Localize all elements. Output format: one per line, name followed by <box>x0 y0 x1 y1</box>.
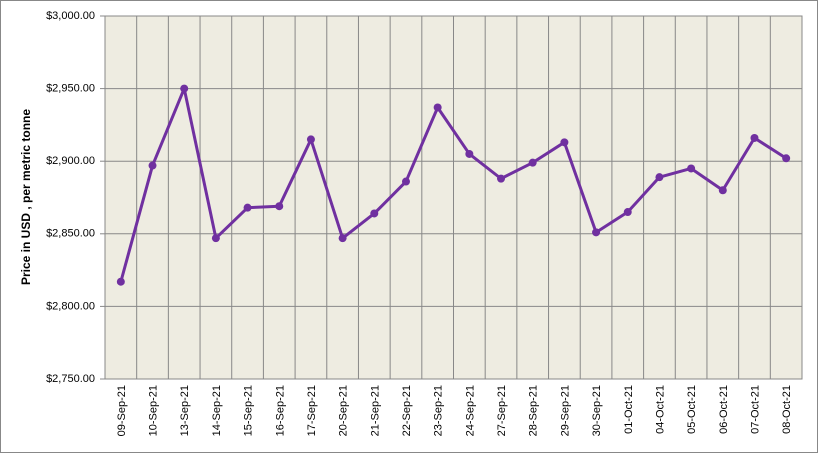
point <box>718 186 727 195</box>
y-axis-title: Price in USD , per metric tonne <box>19 109 33 285</box>
x-tick-label: 20-Sep-21 <box>338 385 350 436</box>
point <box>243 203 252 212</box>
x-tick-label: 30-Sep-21 <box>591 385 603 436</box>
point <box>528 158 537 167</box>
x-tick-label: 01-Oct-21 <box>623 385 635 434</box>
x-tick-label: 15-Sep-21 <box>243 385 255 436</box>
y-tick-label: $2,950.00 <box>46 83 95 95</box>
line <box>119 87 787 283</box>
point <box>180 84 189 93</box>
x-tick-label: 04-Oct-21 <box>654 385 666 434</box>
point <box>116 277 125 286</box>
point <box>275 202 284 211</box>
point <box>433 103 442 112</box>
x-tick-label: 05-Oct-21 <box>686 385 698 434</box>
x-tick-label: 21-Sep-21 <box>369 385 381 436</box>
x-tick-label: 09-Sep-21 <box>116 385 128 436</box>
x-tick-label: 24-Sep-21 <box>464 385 476 436</box>
point <box>211 234 220 243</box>
point <box>370 209 379 218</box>
point <box>148 161 157 170</box>
point <box>592 228 601 237</box>
point <box>687 164 696 173</box>
y-tick-label: $2,900.00 <box>46 155 95 167</box>
y-tick-label: $2,750.00 <box>46 373 95 385</box>
x-tick-label: 23-Sep-21 <box>433 385 445 436</box>
x-tick-label: 14-Sep-21 <box>211 385 223 436</box>
point <box>497 174 506 183</box>
point <box>782 154 791 163</box>
x-tick-label: 22-Sep-21 <box>401 385 413 436</box>
point <box>655 173 664 182</box>
point <box>623 208 632 217</box>
x-tick-label: 29-Sep-21 <box>559 385 571 436</box>
x-tick-label: 08-Oct-21 <box>781 385 793 434</box>
point <box>560 138 569 147</box>
x-tick-label: 06-Oct-21 <box>718 385 730 434</box>
x-tick-label: 17-Sep-21 <box>306 385 318 436</box>
x-tick-label: 27-Sep-21 <box>496 385 508 436</box>
x-tick-label: 10-Sep-21 <box>148 385 160 436</box>
y-tick-label: $3,000.00 <box>46 10 95 22</box>
point <box>465 149 474 158</box>
x-tick-label: 07-Oct-21 <box>749 385 761 434</box>
y-tick-label: $2,800.00 <box>46 300 95 312</box>
y-tick-label: $2,850.00 <box>46 228 95 240</box>
x-tick-label: 28-Sep-21 <box>528 385 540 436</box>
x-tick-label: 13-Sep-21 <box>179 385 191 436</box>
point <box>306 135 315 144</box>
point <box>401 177 410 186</box>
point <box>750 133 759 142</box>
x-tick-label: 16-Sep-21 <box>274 385 286 436</box>
point <box>338 234 347 243</box>
